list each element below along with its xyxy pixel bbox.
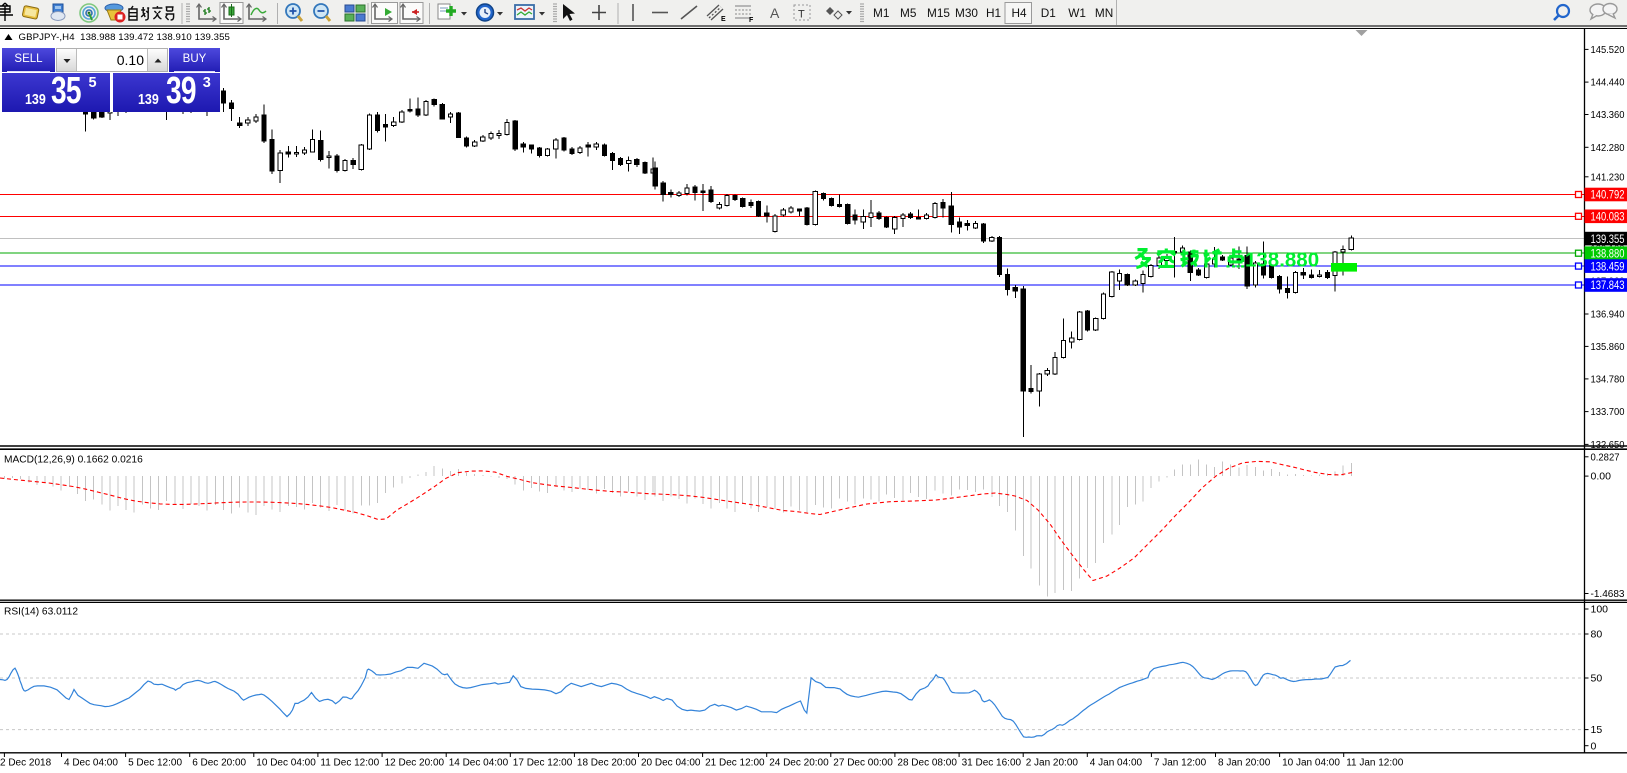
svg-text:145.520: 145.520 — [1591, 44, 1625, 56]
svg-text:M30: M30 — [955, 6, 978, 20]
svg-text:133.700: 133.700 — [1591, 406, 1625, 418]
svg-text:E: E — [721, 16, 726, 23]
svg-text:W1: W1 — [1068, 6, 1086, 20]
svg-text:6 Dec 20:00: 6 Dec 20:00 — [192, 758, 246, 769]
svg-text:5 Dec 12:00: 5 Dec 12:00 — [128, 758, 182, 769]
svg-text:137.960: 137.960 — [1591, 276, 1625, 288]
svg-text:D1: D1 — [1041, 6, 1056, 20]
svg-text:M5: M5 — [900, 6, 917, 20]
svg-text:10 Jan 04:00: 10 Jan 04:00 — [1282, 758, 1340, 769]
svg-text:11 Dec 12:00: 11 Dec 12:00 — [320, 758, 379, 769]
svg-text:14 Dec 04:00: 14 Dec 04:00 — [449, 758, 509, 769]
svg-text:4 Jan 04:00: 4 Jan 04:00 — [1090, 758, 1143, 769]
svg-text:4 Dec 04:00: 4 Dec 04:00 — [64, 758, 118, 769]
svg-text:7 Jan 12:00: 7 Jan 12:00 — [1154, 758, 1207, 769]
svg-text:RSI(14) 63.0112: RSI(14) 63.0112 — [4, 607, 78, 618]
svg-text:F: F — [749, 17, 754, 24]
svg-text:20 Dec 04:00: 20 Dec 04:00 — [641, 758, 701, 769]
svg-text:H4: H4 — [1012, 6, 1028, 20]
svg-text:12 Dec 20:00: 12 Dec 20:00 — [385, 758, 445, 769]
svg-text:138.880: 138.880 — [1245, 249, 1319, 272]
svg-text:H1: H1 — [986, 6, 1001, 20]
svg-text:140.083: 140.083 — [1591, 212, 1625, 224]
svg-text:142.280: 142.280 — [1591, 142, 1625, 154]
svg-text:MACD(12,26,9) 0.1662 0.0216: MACD(12,26,9) 0.1662 0.0216 — [4, 455, 143, 466]
svg-text:15: 15 — [1591, 724, 1603, 736]
svg-text:144.440: 144.440 — [1591, 77, 1625, 89]
svg-text:100: 100 — [1591, 604, 1609, 616]
svg-text:M1: M1 — [873, 6, 889, 20]
svg-text:134.780: 134.780 — [1591, 374, 1625, 386]
svg-text:0.00: 0.00 — [1591, 471, 1612, 483]
svg-text:T: T — [798, 9, 805, 21]
svg-text:17 Dec 12:00: 17 Dec 12:00 — [513, 758, 573, 769]
svg-text:M15: M15 — [927, 6, 950, 20]
svg-text:27 Dec 00:00: 27 Dec 00:00 — [833, 758, 893, 769]
svg-text:132.650: 132.650 — [1591, 439, 1625, 451]
svg-text:MN: MN — [1095, 6, 1113, 20]
svg-text:18 Dec 20:00: 18 Dec 20:00 — [577, 758, 637, 769]
svg-text:24 Dec 20:00: 24 Dec 20:00 — [769, 758, 829, 769]
svg-text:138.459: 138.459 — [1591, 261, 1625, 273]
svg-text:11 Jan 12:00: 11 Jan 12:00 — [1346, 758, 1404, 769]
svg-text:140.792: 140.792 — [1591, 190, 1625, 202]
svg-text:-1.4683: -1.4683 — [1591, 588, 1625, 600]
svg-text:137.843: 137.843 — [1591, 280, 1625, 292]
svg-text:2 Jan 20:00: 2 Jan 20:00 — [1026, 758, 1079, 769]
svg-text:2 Dec 2018: 2 Dec 2018 — [0, 758, 52, 769]
svg-text:136.940: 136.940 — [1591, 309, 1625, 321]
svg-text:135.860: 135.860 — [1591, 341, 1625, 353]
svg-text:31 Dec 16:00: 31 Dec 16:00 — [962, 758, 1022, 769]
svg-text:21 Dec 12:00: 21 Dec 12:00 — [705, 758, 765, 769]
svg-text:138.880: 138.880 — [1591, 248, 1625, 260]
svg-text:0.2827: 0.2827 — [1591, 451, 1620, 463]
svg-text:10 Dec 04:00: 10 Dec 04:00 — [256, 758, 316, 769]
svg-text:139.355: 139.355 — [1591, 234, 1625, 246]
svg-text:50: 50 — [1591, 673, 1603, 685]
svg-text:28 Dec 08:00: 28 Dec 08:00 — [897, 758, 957, 769]
svg-text:8 Jan 20:00: 8 Jan 20:00 — [1218, 758, 1271, 769]
svg-text:A: A — [770, 5, 780, 21]
svg-text:141.230: 141.230 — [1591, 171, 1625, 183]
svg-text:0: 0 — [1591, 740, 1597, 752]
svg-text:143.360: 143.360 — [1591, 109, 1625, 121]
svg-text:80: 80 — [1591, 629, 1603, 641]
